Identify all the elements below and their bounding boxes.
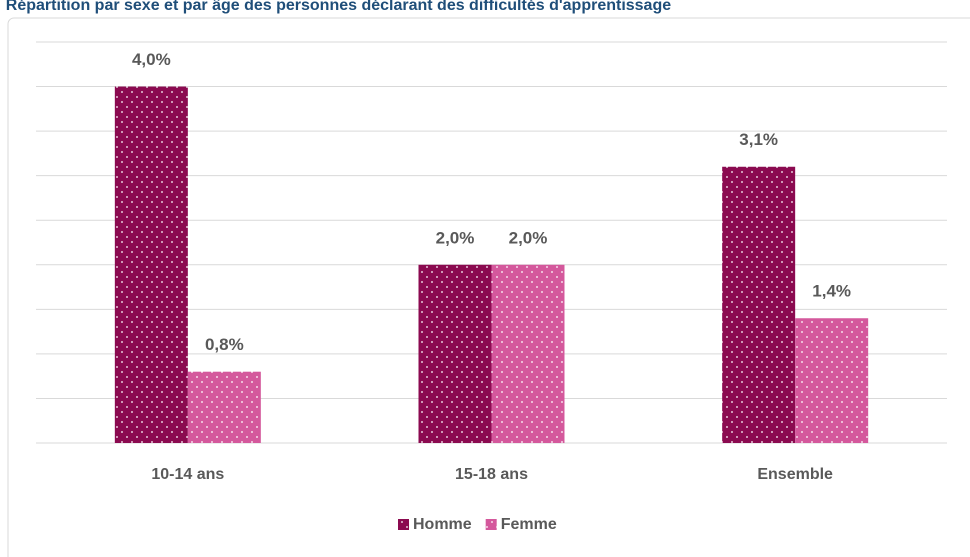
legend-label: Homme — [413, 516, 472, 533]
bar — [795, 318, 869, 443]
data-label: 4,0% — [132, 50, 171, 69]
data-label: 2,0% — [509, 228, 548, 247]
x-tick-label: 15-18 ans — [455, 466, 528, 483]
data-label: 0,8% — [205, 335, 244, 354]
bar — [187, 371, 261, 443]
bar — [114, 86, 188, 444]
x-tick-label: Ensemble — [757, 466, 833, 483]
x-tick-label: 10-14 ans — [151, 466, 224, 483]
bar — [491, 264, 565, 443]
legend-label: Femme — [501, 516, 557, 533]
data-label: 1,4% — [812, 282, 851, 301]
legend-swatch — [485, 519, 497, 530]
bar — [418, 264, 492, 443]
chart-title: : Répartition par sexe et par âge des pe… — [0, 0, 671, 14]
bar — [722, 166, 796, 443]
legend-swatch — [398, 519, 409, 530]
data-label: 2,0% — [436, 228, 475, 247]
data-label: 3,1% — [739, 130, 778, 149]
